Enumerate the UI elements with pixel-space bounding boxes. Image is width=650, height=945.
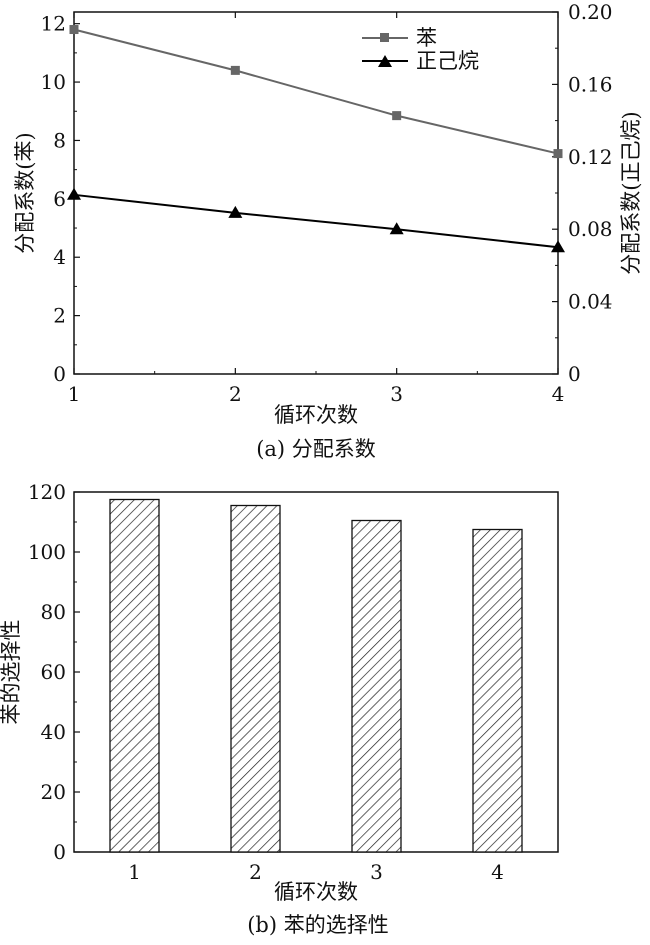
- chart-a-x-tick-label: 1: [68, 382, 81, 406]
- chart-a-x-label: 循环次数: [274, 403, 358, 427]
- chart-a-x-tick-label: 3: [390, 382, 403, 406]
- chart-a-y2-tick-label: 0.20: [568, 0, 613, 24]
- chart-b-bars: [109, 498, 523, 853]
- chart-b: 1 2 3 4 0 20 40 60 80 100 120 循环次数 苯的选择性 (b) 苯的选择…: [0, 480, 559, 937]
- chart-a-series: [67, 25, 565, 253]
- chart-a-y-tick-label: 0: [53, 362, 66, 386]
- chart-b-x-tick-label: 3: [370, 860, 383, 884]
- chart-b-y-label: 苯的选择性: [0, 620, 23, 725]
- data-point-hexane: [67, 187, 81, 200]
- chart-b-x-tick-label: 2: [249, 860, 262, 884]
- chart-a-y2-tick-label: 0.16: [568, 72, 613, 96]
- data-point-benzene: [553, 149, 563, 159]
- chart-b-x-tick-label: 4: [491, 860, 504, 884]
- chart-b-x-tick-label: 1: [128, 860, 141, 884]
- chart-a-legend: 苯 正己烷: [362, 26, 479, 73]
- chart-b-y-tick-label: 120: [28, 480, 66, 504]
- chart-a-y-tick-label: 4: [53, 245, 66, 269]
- chart-a-x-tick-label: 4: [552, 382, 565, 406]
- chart-a-y-tick-label: 6: [53, 187, 66, 211]
- chart-b-y-tick-label: 100: [28, 540, 66, 564]
- series-line-hexane: [73, 193, 559, 249]
- bar-cycle-1: [109, 498, 160, 853]
- data-point-benzene: [230, 65, 240, 75]
- chart-a-x-ticks: 1 2 3 4: [68, 12, 565, 406]
- legend-label-benzene: 苯: [416, 26, 437, 50]
- data-point-benzene: [392, 111, 402, 121]
- chart-b-y-tick-label: 80: [41, 600, 66, 624]
- chart-b-x-label: 循环次数: [274, 880, 358, 904]
- chart-a-y2-ticks: 0 0.04 0.08 0.12 0.16 0.20: [552, 0, 613, 386]
- chart-b-y-tick-label: 40: [41, 720, 66, 744]
- bar-cycle-4: [472, 528, 523, 853]
- bar-cycle-2: [230, 504, 281, 853]
- chart-b-y-tick-label: 0: [53, 840, 66, 864]
- legend-marker-hexane: [378, 55, 392, 67]
- data-point-hexane: [551, 240, 565, 253]
- chart-a-y2-tick-label: 0.08: [568, 217, 613, 241]
- chart-a-y-tick-label: 12: [41, 12, 66, 36]
- bar-cycle-3: [351, 519, 402, 853]
- chart-a-plot-frame: [73, 11, 559, 375]
- chart-b-caption: (b) 苯的选择性: [247, 913, 389, 937]
- chart-b-y-ticks: 0 20 40 60 80 100 120: [28, 480, 80, 864]
- data-point-hexane: [389, 222, 404, 235]
- chart-a-y2-tick-label: 0.04: [568, 290, 613, 314]
- chart-a-y-tick-label: 8: [53, 128, 66, 152]
- chart-b-y-tick-label: 60: [41, 660, 66, 684]
- legend-label-hexane: 正己烷: [416, 49, 479, 73]
- chart-a-y-tick-label: 10: [41, 70, 66, 94]
- data-point-benzene: [69, 25, 79, 35]
- chart-a-y-tick-label: 2: [53, 304, 66, 328]
- chart-b-y-tick-label: 20: [41, 780, 66, 804]
- chart-a-y2-tick-label: 0.12: [568, 145, 613, 169]
- chart-a-y-label: 分配系数(苯): [13, 132, 37, 253]
- legend-marker-benzene: [380, 33, 389, 42]
- data-point-hexane: [228, 205, 243, 218]
- chart-a-caption: (a) 分配系数: [256, 437, 376, 461]
- chart-a-y2-label: 分配系数(正己烷): [619, 111, 643, 274]
- series-line-benzene: [73, 28, 559, 155]
- chart-a-x-tick-label: 2: [229, 382, 242, 406]
- chart-a-y2-tick-label: 0: [568, 362, 581, 386]
